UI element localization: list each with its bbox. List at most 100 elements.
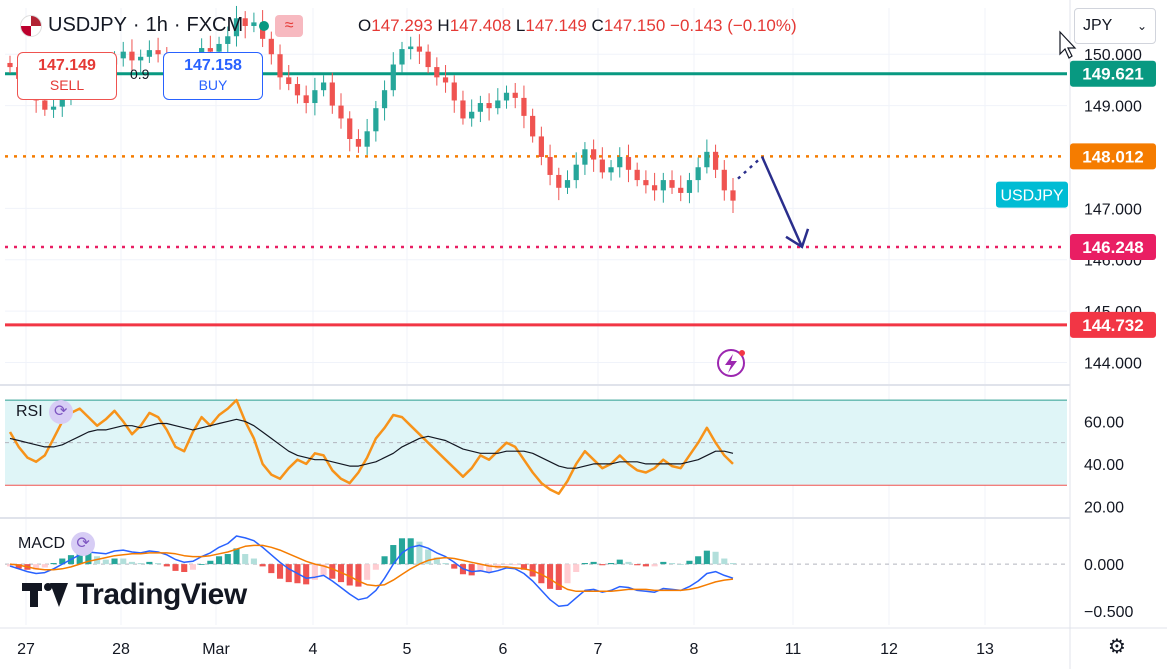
candle-body: [434, 67, 440, 78]
macd-histogram-bar: [686, 560, 693, 565]
candle-body: [233, 18, 240, 37]
chevron-down-icon: ⌄: [1136, 19, 1147, 33]
low-value: 147.149: [525, 16, 587, 35]
candle-body: [634, 169, 640, 181]
macd-histogram-bar: [477, 564, 484, 573]
candle-body: [294, 84, 301, 96]
rsi-axis-tick: 40.00: [1084, 457, 1124, 474]
time-axis-tick: 27: [17, 641, 35, 658]
projection-arrow-line: [760, 155, 804, 248]
candle-body: [521, 97, 527, 116]
usd-jpy-flag-icon: [20, 14, 42, 37]
candle-body: [556, 174, 562, 188]
rsi-title: RSI: [16, 403, 43, 420]
price-axis-tick: 149.000: [1084, 99, 1142, 116]
macd-histogram-bar: [259, 564, 266, 567]
candle-body: [338, 105, 344, 119]
price-axis-tick: 147.000: [1084, 201, 1142, 218]
candle-body: [704, 151, 710, 168]
macd-histogram-bar: [729, 563, 737, 565]
high-value: 147.408: [449, 16, 512, 35]
candle-body: [460, 100, 466, 119]
candle-body: [260, 22, 266, 39]
candle-body: [608, 167, 614, 173]
time-axis-tick: 7: [594, 641, 603, 658]
macd-histogram-bar: [512, 564, 519, 566]
macd-histogram-bar: [520, 564, 527, 570]
title-separator: ·: [173, 14, 181, 36]
macd-histogram-bar: [573, 564, 580, 573]
macd-histogram-bar: [50, 563, 57, 565]
candle-body: [364, 131, 370, 147]
tradingview-mark-icon: [22, 581, 68, 609]
price-tags-layer: 149.621 148.012 146.248 144.732 USDJPY: [996, 30, 1156, 338]
macd-histogram-bar: [695, 556, 702, 565]
macd-histogram-bar: [390, 545, 397, 565]
macd-histogram-bar: [703, 550, 710, 565]
candle-body: [146, 50, 152, 57]
candle-body: [7, 62, 13, 68]
price-level-tag: 146.248: [1082, 238, 1143, 257]
candle-body: [50, 106, 57, 110]
time-axis-tick: 6: [499, 641, 508, 658]
macd-histogram-bar: [59, 558, 66, 565]
macd-layer: [6, 535, 737, 608]
buy-button[interactable]: 147.158 BUY: [163, 52, 263, 100]
sell-price: 147.149: [38, 57, 96, 74]
change-value: −0.143 (−0.10%): [670, 16, 797, 35]
candle-body: [408, 46, 414, 50]
macd-histogram-bar: [120, 558, 127, 565]
rsi-axis-tick: 20.00: [1084, 499, 1124, 516]
macd-histogram-bar: [189, 564, 196, 570]
macd-histogram-bar: [433, 557, 440, 565]
price-level-tag-bg: [1070, 233, 1156, 260]
macd-pane-label[interactable]: MACD ⟳: [18, 532, 96, 556]
macd-histogram-bar: [442, 563, 449, 565]
candle-body: [582, 149, 588, 165]
macd-histogram-bar: [224, 554, 231, 565]
rsi-layer: [8, 398, 734, 495]
macd-histogram-bar: [634, 564, 641, 566]
macd-histogram-bar: [198, 564, 205, 565]
symbol-title[interactable]: USDJPY · 1h · FXCM ≈: [20, 14, 304, 37]
refresh-icon[interactable]: ⟳: [48, 400, 73, 424]
candle-body: [416, 46, 423, 52]
price-level-tag-bg: [1070, 311, 1156, 338]
macd-histogram-bar: [102, 559, 109, 565]
price-levels-layer: [5, 72, 1067, 327]
signal-line: [9, 544, 734, 593]
candle-body: [599, 159, 605, 173]
candle-body: [451, 82, 457, 101]
macd-histogram-bar: [276, 564, 284, 579]
exchange-label: FXCM: [186, 14, 244, 36]
candle-body: [207, 48, 213, 52]
price-level-tag: 149.621: [1082, 65, 1143, 84]
wave-icon[interactable]: ≈: [275, 14, 304, 37]
candle-body: [155, 50, 161, 55]
rsi-axis-tick: 60.00: [1084, 414, 1124, 431]
macd-histogram-bar: [625, 561, 632, 565]
candle-body: [120, 51, 126, 59]
macd-histogram-bar: [216, 556, 223, 565]
interval-label: 1h: [145, 14, 168, 36]
refresh-icon[interactable]: ⟳: [71, 532, 96, 556]
rsi-pane-label[interactable]: RSI ⟳: [16, 400, 73, 424]
candle-body: [573, 164, 579, 181]
title-separator: ·: [132, 14, 140, 36]
candle-body: [425, 51, 431, 68]
sell-button[interactable]: 147.149 SELL: [17, 52, 117, 100]
macd-histogram-bar: [137, 563, 144, 565]
candle-body: [643, 180, 649, 186]
macd-histogram-bar: [355, 564, 362, 587]
macd-histogram-bar: [372, 564, 379, 570]
currency-select[interactable]: JPY ⌄: [1074, 8, 1156, 44]
candle-body: [373, 108, 379, 132]
settings-gear-icon[interactable]: ⚙: [1108, 636, 1126, 658]
macd-histogram-bar: [425, 549, 432, 565]
macd-axis-tick: −0.500: [1084, 604, 1133, 621]
close-value: 147.150: [603, 16, 666, 35]
high-label: H: [437, 16, 450, 35]
open-value: 147.293: [371, 16, 433, 35]
macd-histogram-bar: [242, 554, 249, 565]
